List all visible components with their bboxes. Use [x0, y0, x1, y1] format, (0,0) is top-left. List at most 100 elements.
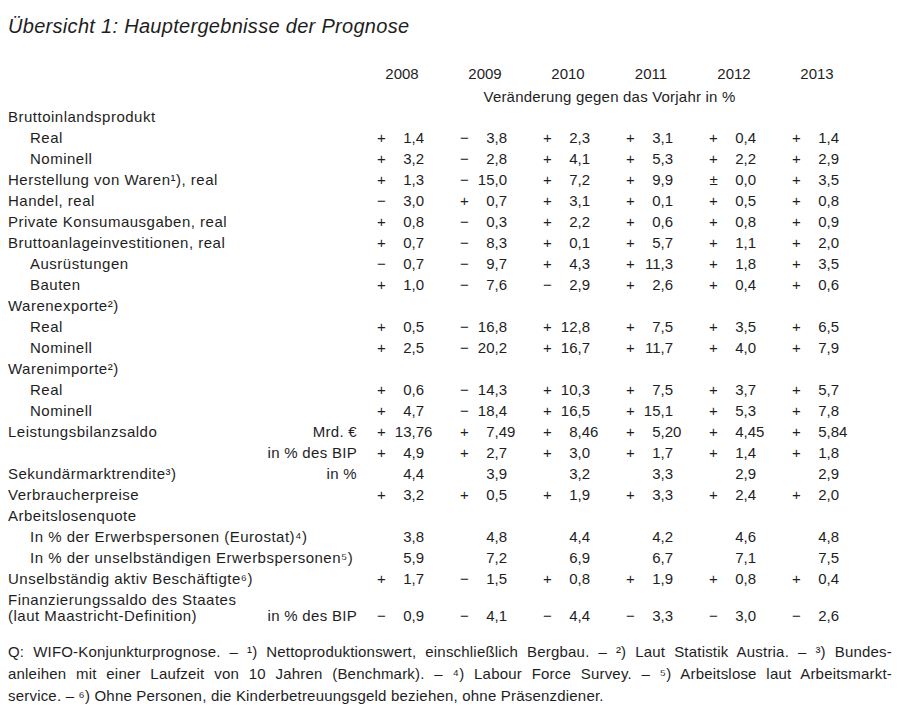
value-integer: 1 — [610, 568, 661, 589]
value-integer: 3 — [527, 190, 578, 211]
value-decimal: ,8 — [744, 211, 757, 232]
value-cell: +4,3 — [527, 253, 610, 274]
table-row: In % der unselbständigen Erwerbspersonen… — [0, 547, 900, 568]
value-decimal: ,3 — [578, 253, 591, 274]
table-row: Bruttoanlageinvestitionen, real+0,7−8,3+… — [0, 232, 900, 253]
value-integer: 0 — [693, 127, 744, 148]
value-cell: +5,7 — [610, 232, 693, 253]
value-integer: 10 — [527, 379, 578, 400]
row-unit: in % — [240, 463, 357, 484]
value-integer: 0 — [444, 211, 495, 232]
row-label: Bauten — [30, 274, 81, 295]
row-label: Nominell — [30, 400, 92, 421]
value-cell: +2,0 — [776, 484, 859, 505]
value-decimal: ,6 — [495, 274, 508, 295]
value-cell: +16,5 — [527, 400, 610, 421]
value-integer: 2 — [693, 463, 744, 484]
value-decimal: ,0 — [827, 484, 840, 505]
value-cell: +1,9 — [610, 568, 693, 589]
value-integer: 4 — [693, 526, 744, 547]
value-cell: +0,4 — [776, 568, 859, 589]
value-integer: 7 — [776, 547, 827, 568]
value-decimal: ,0 — [578, 442, 591, 463]
value-cell: +0,5 — [444, 484, 527, 505]
value-decimal: ,6 — [661, 274, 674, 295]
value-integer: 15 — [610, 400, 661, 421]
value-cell: +7,49 — [444, 421, 527, 442]
value-integer: 2 — [444, 148, 495, 169]
value-cell: −1,5 — [444, 568, 527, 589]
value-integer: 2 — [527, 211, 578, 232]
value-cell: −3,3 — [610, 605, 693, 626]
row-label: Sekundärmarktrendite³) — [8, 463, 177, 484]
row-label: Verbraucherpreise — [8, 484, 139, 505]
value-integer: 2 — [776, 605, 827, 626]
value-decimal: ,4 — [578, 526, 591, 547]
value-integer: 3 — [361, 526, 412, 547]
value-decimal: ,9 — [827, 337, 840, 358]
value-integer: 0 — [693, 169, 744, 190]
value-integer: 4 — [361, 442, 412, 463]
value-decimal: ,9 — [578, 547, 591, 568]
value-integer: 1 — [361, 127, 412, 148]
value-decimal: ,8 — [827, 442, 840, 463]
value-decimal: ,4 — [827, 127, 840, 148]
value-cell: 4,8 — [776, 526, 859, 547]
value-decimal: ,5 — [578, 400, 591, 421]
value-decimal: ,9 — [578, 484, 591, 505]
value-decimal: ,5 — [827, 316, 840, 337]
value-cell: −14,3 — [444, 379, 527, 400]
table-row: Real+0,5−16,8+12,8+7,5+3,5+6,5 — [0, 316, 900, 337]
value-cell: 3,2 — [527, 463, 610, 484]
value-integer: 4 — [361, 463, 412, 484]
value-integer: 20 — [444, 337, 495, 358]
value-integer: 0 — [693, 274, 744, 295]
value-integer: 5 — [776, 421, 827, 442]
value-cell: +11,3 — [610, 253, 693, 274]
year-header: 2010 — [527, 63, 610, 84]
value-cell: +0,4 — [693, 127, 776, 148]
value-cell: 3,9 — [444, 463, 527, 484]
value-integer: 2 — [693, 148, 744, 169]
row-label: Warenimporte²) — [8, 358, 119, 379]
value-decimal: ,76 — [412, 421, 433, 442]
value-decimal: ,8 — [495, 526, 508, 547]
footnote-line: anleihen mit einer Laufzeit von 10 Jahre… — [8, 663, 892, 685]
row-label: Handel, real — [8, 190, 95, 211]
year-header: 2008 — [361, 63, 444, 84]
value-decimal: ,6 — [827, 274, 840, 295]
value-decimal: ,3 — [412, 169, 425, 190]
value-cell: +1,4 — [776, 127, 859, 148]
value-decimal: ,8 — [827, 190, 840, 211]
value-cell: +0,7 — [444, 190, 527, 211]
value-integer: 5 — [361, 547, 412, 568]
row-label: Warenexporte²) — [8, 295, 119, 316]
value-cell: +6,5 — [776, 316, 859, 337]
value-decimal: ,7 — [661, 442, 674, 463]
value-decimal: ,2 — [495, 547, 508, 568]
table-row: (laut Maastricht-Definition)in % des BIP… — [0, 605, 900, 626]
value-cell: +3,5 — [693, 316, 776, 337]
value-integer: 8 — [444, 232, 495, 253]
value-decimal: ,9 — [827, 463, 840, 484]
value-cell: +0,1 — [610, 190, 693, 211]
value-integer: 3 — [527, 463, 578, 484]
value-integer: 4 — [693, 421, 744, 442]
value-decimal: ,0 — [412, 190, 425, 211]
value-cell: +2,4 — [693, 484, 776, 505]
table-row: LeistungsbilanzsaldoMrd. €+13,76+7,49+8,… — [0, 421, 900, 442]
value-integer: 16 — [444, 316, 495, 337]
value-cell: +0,9 — [776, 211, 859, 232]
value-cell: +0,4 — [693, 274, 776, 295]
row-unit: Mrd. € — [240, 421, 357, 442]
value-decimal: ,5 — [412, 337, 425, 358]
value-decimal: ,49 — [495, 421, 516, 442]
value-cell: +2,2 — [527, 211, 610, 232]
value-integer: 2 — [527, 274, 578, 295]
value-integer: 7 — [776, 400, 827, 421]
value-decimal: ,20 — [661, 421, 682, 442]
value-cell: +12,8 — [527, 316, 610, 337]
value-decimal: ,5 — [412, 316, 425, 337]
value-decimal: ,3 — [661, 484, 674, 505]
value-integer: 3 — [361, 190, 412, 211]
